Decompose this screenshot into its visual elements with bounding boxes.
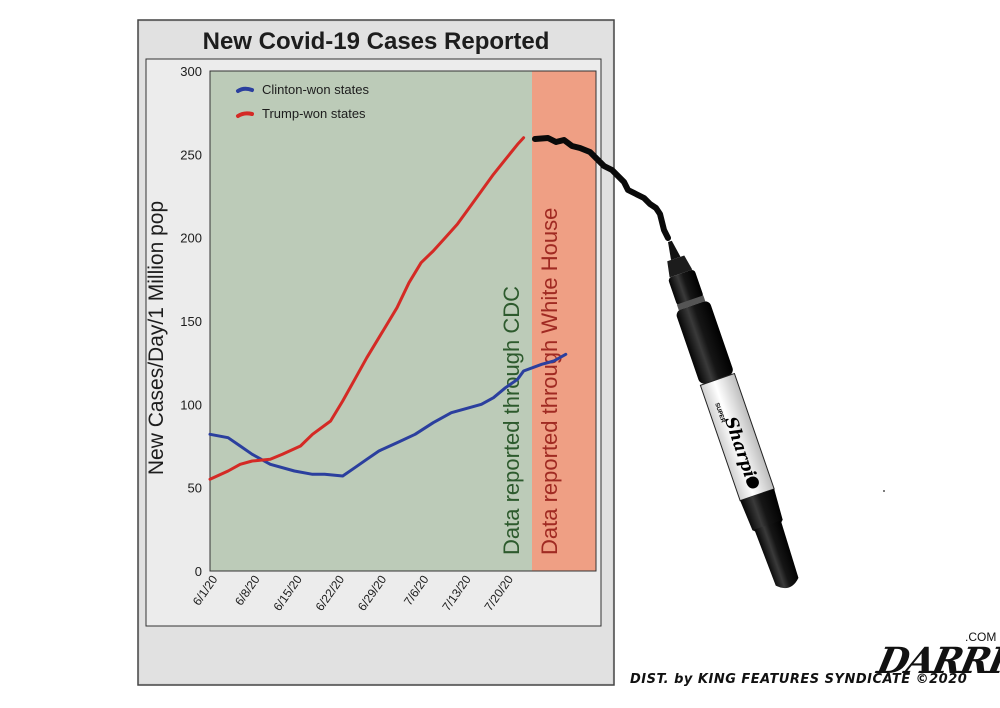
legend-swatch-trump bbox=[236, 111, 254, 118]
y-tick-label: 150 bbox=[180, 314, 202, 329]
y-tick-label: 100 bbox=[180, 397, 202, 412]
y-tick-label: 200 bbox=[180, 231, 202, 246]
chart-title: New Covid-19 Cases Reported bbox=[203, 28, 550, 55]
series-line-clinton bbox=[208, 352, 568, 478]
syndicate-credit: DIST. by KING FEATURES SYNDICATE ©2020 bbox=[630, 672, 968, 687]
series-line-trump bbox=[208, 136, 526, 481]
y-tick-label: 0 bbox=[195, 564, 202, 579]
white-house-region bbox=[532, 71, 596, 571]
legend-swatch-clinton bbox=[236, 86, 254, 93]
annotation-cdc: Data reported through CDC bbox=[499, 286, 524, 555]
plot-border bbox=[209, 70, 597, 572]
signature-domain: .COM bbox=[965, 630, 997, 644]
y-axis-label: New Cases/Day/1 Million pop bbox=[145, 201, 168, 475]
y-tick-labels: 0 50 100 150 200 250 300 bbox=[180, 64, 202, 579]
sharpie-marker: SUPER Sharpie bbox=[667, 240, 799, 589]
legend-label-trump: Trump-won states bbox=[262, 106, 366, 121]
series-layer bbox=[208, 136, 568, 481]
annotation-white-house: Data reported through White House bbox=[537, 208, 562, 555]
y-tick-label: 300 bbox=[180, 64, 202, 79]
y-tick-label: 50 bbox=[188, 481, 202, 496]
legend: Clinton-won states Trump-won states bbox=[236, 82, 369, 121]
legend-label-clinton: Clinton-won states bbox=[262, 82, 369, 97]
y-tick-label: 250 bbox=[180, 147, 202, 162]
cdc-region bbox=[210, 71, 532, 571]
marker-scribble bbox=[532, 135, 671, 241]
